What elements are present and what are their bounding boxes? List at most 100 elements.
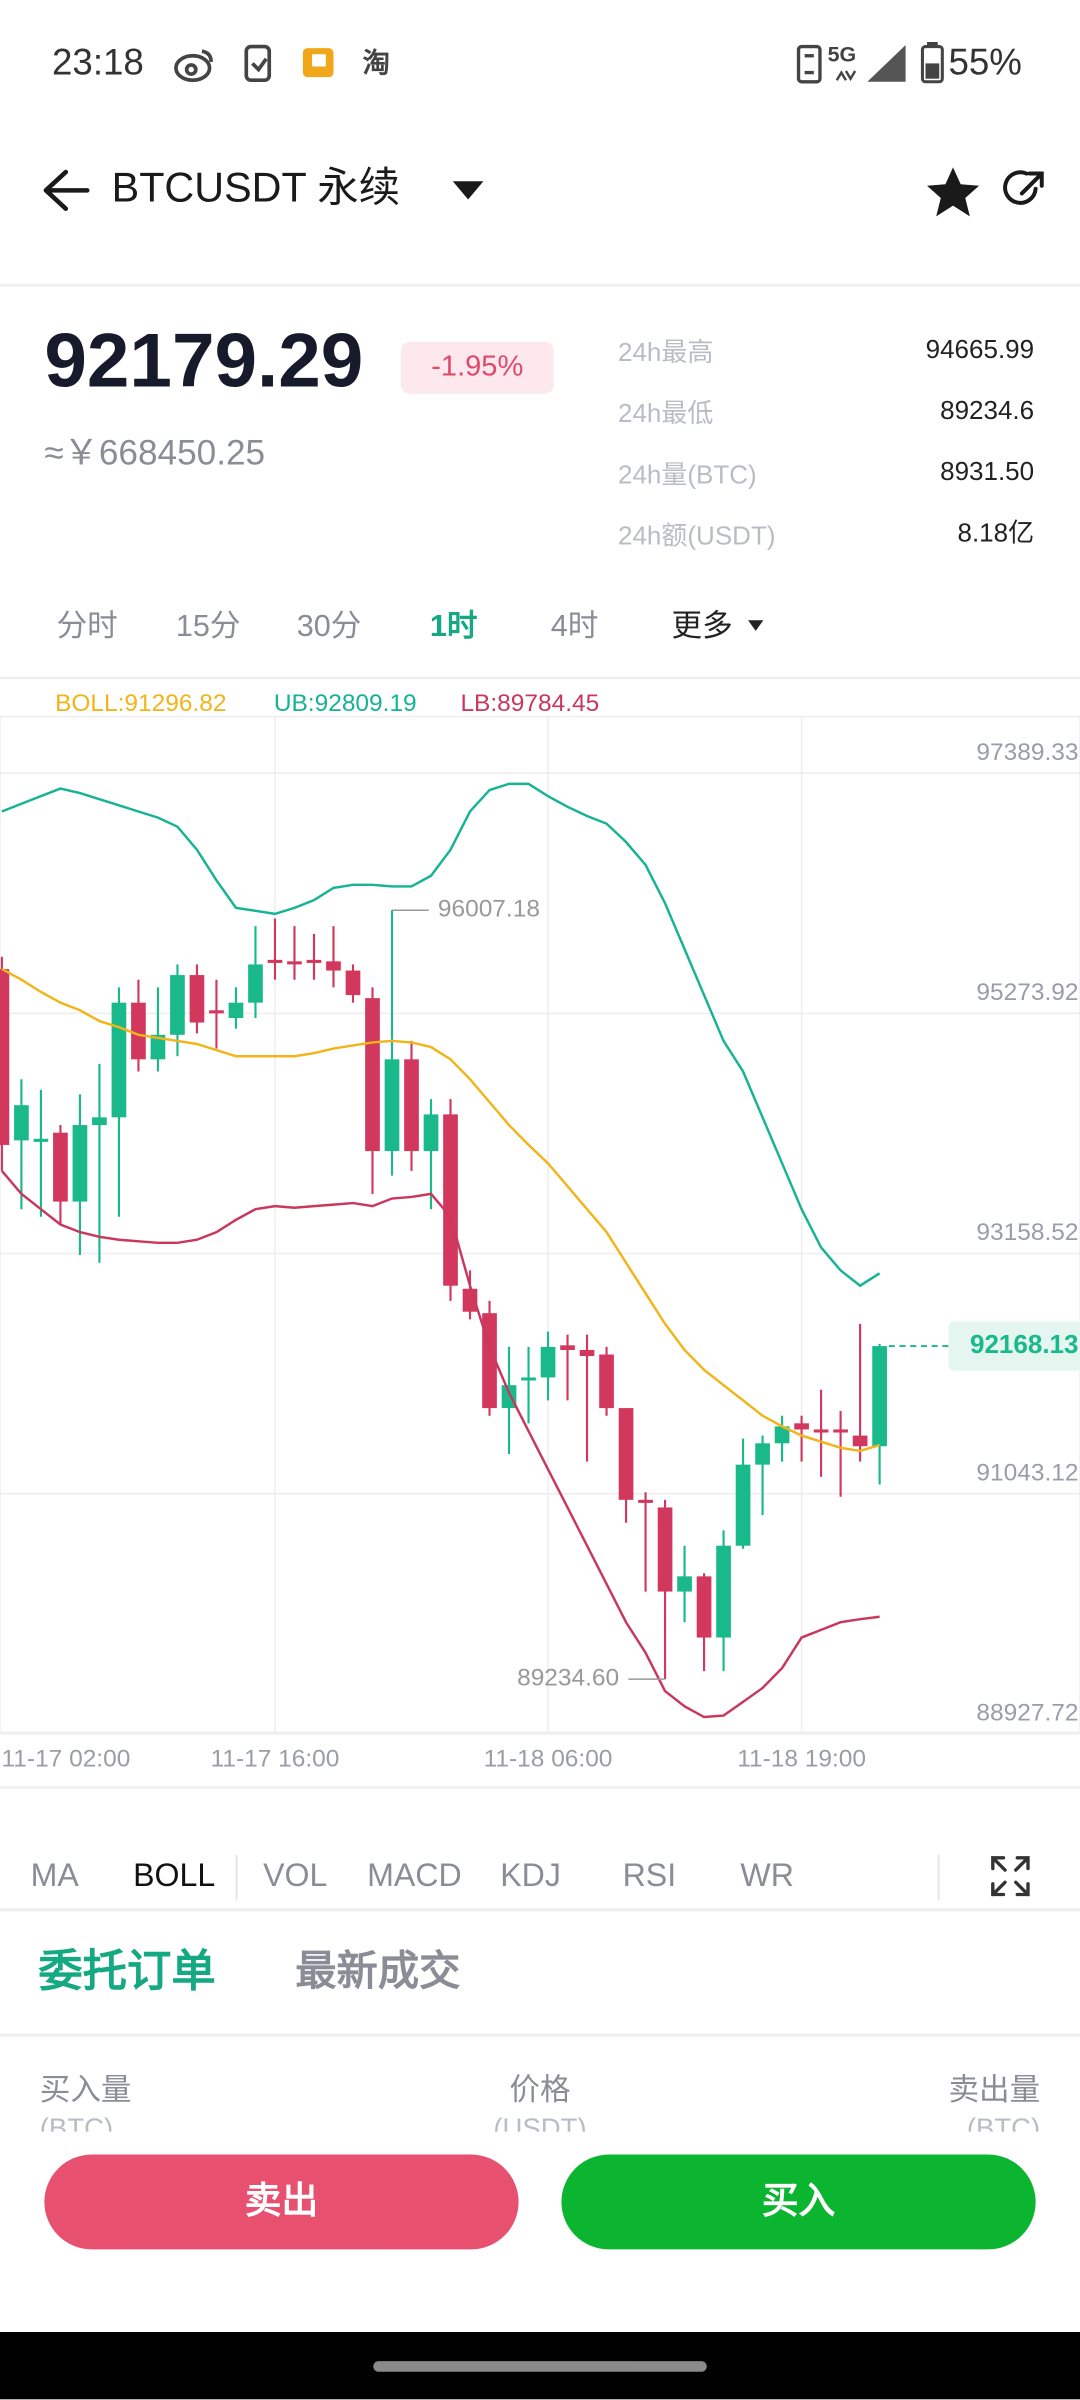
candle-body bbox=[657, 1507, 673, 1592]
cny-price: ≈￥668450.25 bbox=[44, 433, 265, 472]
candle-body bbox=[345, 970, 361, 996]
stat-label: 24h最高 bbox=[618, 337, 713, 367]
candle-body bbox=[872, 1346, 887, 1447]
candle-body bbox=[540, 1346, 556, 1378]
stat-value: 89234.6 bbox=[940, 395, 1034, 425]
candle-body bbox=[521, 1377, 536, 1381]
indicator-tab[interactable]: KDJ bbox=[500, 1857, 561, 1893]
ticker: 92179.29 -1.95% ≈￥668450.25 24h最高 94665.9… bbox=[44, 318, 1034, 550]
period-tabs: 分时 15分 30分 1时 4时 更多 bbox=[57, 609, 764, 643]
buy-button[interactable] bbox=[561, 2154, 1036, 2250]
annotation-label: 96007.18 bbox=[438, 896, 540, 923]
sell-button[interactable] bbox=[44, 2154, 519, 2250]
column-title: 卖出量 bbox=[948, 2073, 1040, 2107]
indicator-tab[interactable]: RSI bbox=[623, 1857, 677, 1893]
chart: 97389.33 95273.92 93158.52 91043.12 88927.72… bbox=[0, 715, 1080, 1772]
candle-body bbox=[53, 1132, 68, 1202]
divider bbox=[0, 1785, 1080, 1789]
candle-body bbox=[755, 1443, 770, 1465]
stat-value: 8931.50 bbox=[940, 456, 1034, 486]
indicator-tabs: MA BOLL VOL MACD KDJ RSI WR bbox=[31, 1857, 794, 1893]
battery-level: 55% bbox=[948, 42, 1021, 83]
indicator-tab[interactable]: MA bbox=[31, 1857, 80, 1893]
order-book-header: 买入量 (BTC) 价格 (USDT) 卖出量 (BTC) bbox=[40, 2073, 1040, 2143]
home-indicator[interactable] bbox=[373, 2361, 707, 2372]
divider bbox=[0, 283, 1080, 287]
period-tab[interactable]: 15分 bbox=[176, 609, 241, 643]
candle-body bbox=[287, 961, 302, 965]
column-unit: (USDT) bbox=[493, 2112, 586, 2143]
indicator-tab[interactable]: MACD bbox=[367, 1857, 462, 1893]
period-tab[interactable]: 分时 bbox=[57, 609, 118, 643]
boll-line bbox=[1, 967, 880, 1453]
phone-icon bbox=[244, 44, 272, 83]
stat-label: 24h最低 bbox=[618, 398, 713, 428]
last-price-badge bbox=[948, 1321, 1080, 1371]
content-tab[interactable]: 最新成交 bbox=[295, 1948, 460, 1994]
content-tab[interactable]: 委托订单 bbox=[38, 1947, 215, 1996]
candle-body bbox=[716, 1545, 731, 1638]
indicator-tab[interactable]: WR bbox=[740, 1857, 794, 1893]
candle-body bbox=[189, 975, 205, 1023]
candle-body bbox=[794, 1423, 809, 1430]
indicator-tab[interactable]: BOLL bbox=[133, 1857, 215, 1893]
vibrate-icon bbox=[796, 44, 822, 84]
period-tab[interactable]: 30分 bbox=[297, 609, 362, 643]
candle-body bbox=[404, 1059, 419, 1152]
candle-body bbox=[735, 1464, 751, 1546]
x-tick-label: 11-17 16:00 bbox=[211, 1745, 340, 1772]
divider bbox=[0, 2033, 1080, 2037]
separator bbox=[235, 1854, 238, 1901]
candle-body bbox=[170, 975, 185, 1035]
x-tick-label: 11-18 19:00 bbox=[737, 1745, 866, 1772]
candle-body bbox=[833, 1429, 848, 1433]
legend: BOLL:91296.82 UB:92809.19 LB:89784.45 bbox=[55, 690, 599, 717]
candle-body bbox=[326, 961, 341, 971]
app-icon bbox=[302, 48, 334, 78]
y-tick-label: 97389.33 bbox=[976, 739, 1078, 766]
last-price-label: 92168.13 bbox=[970, 1329, 1078, 1359]
candle-body bbox=[579, 1349, 595, 1356]
change-badge bbox=[400, 341, 554, 394]
share-button[interactable] bbox=[1003, 170, 1044, 205]
period-tab[interactable]: 1时 bbox=[430, 609, 478, 643]
stat-value: 8.18亿 bbox=[957, 517, 1034, 547]
battery-icon bbox=[920, 41, 944, 84]
fullscreen-button[interactable] bbox=[991, 1856, 1030, 1897]
candle-body bbox=[618, 1408, 634, 1500]
column-title: 买入量 bbox=[40, 2073, 132, 2107]
candle-body bbox=[774, 1426, 790, 1444]
divider bbox=[0, 1908, 1080, 1912]
symbol-title[interactable]: BTCUSDT 永续 bbox=[112, 164, 400, 210]
symbol-dropdown[interactable] bbox=[452, 181, 484, 200]
period-tab[interactable]: 4时 bbox=[551, 609, 599, 643]
back-button[interactable] bbox=[43, 169, 90, 212]
candle-body bbox=[150, 1034, 166, 1060]
clock: 23:18 bbox=[52, 42, 144, 83]
last-price: 92179.29 bbox=[44, 318, 363, 403]
candle-body bbox=[267, 959, 283, 963]
plot-area: 96007.18 89234.60 bbox=[0, 782, 949, 1719]
y-tick-label: 91043.12 bbox=[976, 1459, 1078, 1486]
separator bbox=[937, 1854, 940, 1901]
y-tick-label: 93158.52 bbox=[976, 1219, 1078, 1246]
network-type: 5G bbox=[828, 42, 857, 66]
indicator-tab[interactable]: VOL bbox=[263, 1857, 327, 1893]
sell-label: 卖出 bbox=[245, 2180, 318, 2221]
taobao-icon: 淘 bbox=[363, 47, 391, 78]
legend-entry: BOLL:91296.82 bbox=[55, 690, 226, 717]
favorite-button[interactable] bbox=[927, 167, 980, 217]
candle-body bbox=[111, 1002, 127, 1118]
candle-body bbox=[560, 1345, 575, 1350]
stat-value: 94665.99 bbox=[926, 334, 1034, 364]
x-tick-label: 11-17 02:00 bbox=[2, 1745, 131, 1772]
x-tick-label: 11-18 06:00 bbox=[484, 1745, 613, 1772]
period-tab[interactable]: 更多 bbox=[672, 609, 733, 643]
annotation-label: 89234.60 bbox=[517, 1665, 619, 1692]
action-bar: 卖出 买入 bbox=[44, 2154, 1036, 2250]
candle-body bbox=[365, 998, 380, 1152]
stat-label: 24h额(USDT) bbox=[618, 520, 775, 550]
